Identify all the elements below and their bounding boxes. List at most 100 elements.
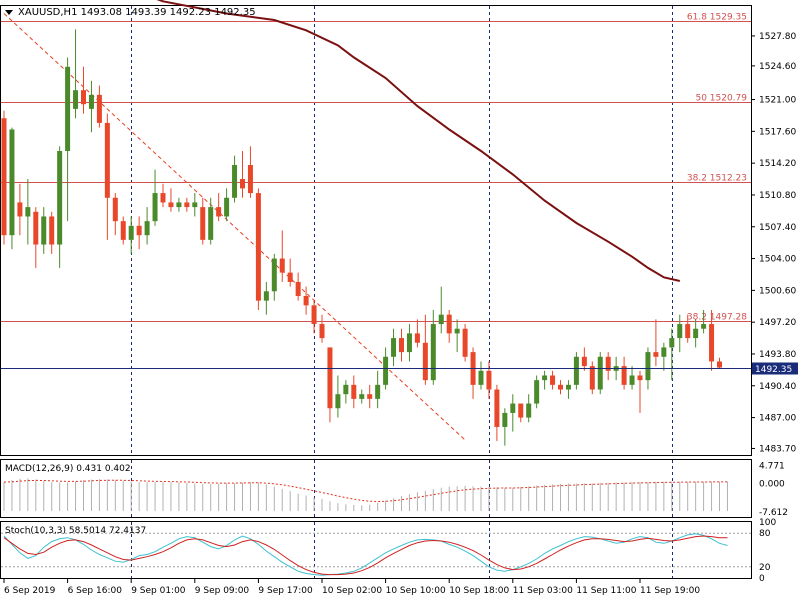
candle-bull (359, 394, 365, 399)
moving-average-line (156, 0, 681, 282)
time-tick-label: 6 Sep 16:00 (68, 586, 123, 596)
time-tick-label: 10 Sep 18:00 (449, 586, 509, 596)
candle-bear (367, 394, 373, 399)
price-tick-label: 1497.20 (759, 318, 796, 328)
candle-bear (216, 207, 222, 217)
triangle-down-icon[interactable] (5, 10, 13, 15)
candle-bull (65, 66, 71, 151)
candle-bull (526, 403, 532, 418)
candle-bull (208, 207, 214, 240)
fib-level-label: 38.2 1512.23 (687, 174, 747, 184)
stoch-tick-label: 20 (759, 563, 771, 573)
candle-bull (9, 129, 15, 236)
candle-bear (685, 324, 691, 339)
fib-level-label: 50 1520.79 (695, 94, 747, 104)
price-tick-label: 1524.60 (759, 62, 796, 72)
candle-bear (33, 211, 39, 245)
candle-bear (446, 314, 452, 334)
candle-bull (534, 380, 540, 404)
candle-bear (637, 375, 643, 381)
candle-bear (319, 324, 325, 339)
candle-bear (17, 202, 23, 217)
candle-bull (661, 347, 667, 357)
chart-title: XAUUSD,H1 1493.08 1493.39 1492.23 1492.3… (18, 7, 256, 18)
price-tick-label: 1514.20 (759, 159, 796, 169)
macd-panel-frame (0, 459, 752, 518)
candle-bear (550, 375, 556, 385)
price-tick-label: 1500.60 (759, 286, 796, 296)
candle-bear (717, 361, 722, 368)
fib-level-label: 38.2 1497.28 (687, 313, 747, 323)
candle-bear (160, 193, 166, 203)
candle-bear (399, 338, 404, 353)
candle-bull (669, 338, 675, 348)
candle-bear (462, 328, 468, 357)
candle-bull (406, 333, 412, 353)
candle-bear (518, 403, 524, 418)
fib-level-label: 61.8 1529.35 (687, 13, 747, 23)
candle-bull (41, 216, 47, 245)
candle-bull (232, 165, 238, 198)
macd-signal-line (3, 479, 728, 503)
candle-bull (375, 384, 381, 399)
candle-bull (478, 370, 484, 385)
candle-bear (311, 305, 317, 325)
candle-bull (383, 356, 389, 385)
trend-line-segment (3, 13, 466, 441)
candle-bear (621, 366, 627, 385)
time-tick-label: 11 Sep 11:00 (576, 586, 636, 596)
candle-bull (629, 375, 635, 385)
price-tick-label: 1507.40 (759, 223, 796, 233)
price-axis: 1527.80 1524.60 1521.00 1517.60 1514.20 1510.… (751, 32, 796, 454)
candle-bull (73, 90, 79, 109)
price-tick-label: 1504.00 (759, 255, 796, 265)
current-price-marker (752, 362, 798, 375)
time-tick-label: 9 Sep 17:00 (258, 586, 313, 596)
candle-bull (542, 375, 548, 381)
moving-average-polyline (156, 0, 681, 282)
macd-tick-label: 4.771 (759, 461, 785, 471)
candle-bear (240, 179, 245, 189)
candle-bull (57, 150, 63, 245)
candle-bear (49, 216, 55, 245)
candle-bull (176, 202, 182, 208)
stoch-label: Stoch(10,3,3) 58.5014 72.4137 (5, 526, 146, 536)
candle-bear (200, 207, 206, 240)
price-tick-label: 1483.70 (759, 444, 796, 454)
current-price-line: 1492.35 (1, 362, 798, 375)
price-tick-label: 1510.80 (759, 191, 796, 201)
stoch-tick-label: 0 (759, 574, 765, 584)
candle-bull (693, 328, 699, 339)
candle-bear (486, 370, 492, 390)
candle-bear (81, 90, 86, 105)
candle-bear (581, 356, 587, 367)
time-tick-label: 10 Sep 10:00 (386, 586, 446, 596)
candle-bear (120, 221, 126, 240)
candle-bull (510, 403, 516, 413)
candle-bear (1, 118, 7, 236)
time-tick-label: 11 Sep 03:00 (513, 586, 573, 596)
candle-bull (224, 197, 230, 217)
time-tick-label: 6 Sep 2019 (4, 586, 56, 596)
candle-bear (184, 202, 190, 208)
stoch-tick-label: 100 (759, 518, 776, 528)
time-axis: 6 Sep 2019 6 Sep 16:00 9 Sep 01:00 9 Sep 09… (3, 579, 700, 596)
fibonacci-levels: 61.8 1529.35 50 1520.79 38.2 1512.23 38.2 1… (1, 13, 751, 323)
candle-bull (88, 94, 94, 109)
price-tick-label: 1487.00 (759, 414, 796, 424)
macd-indicator: 4.771 0.000 -7.612 (3, 461, 788, 518)
candle-bear (96, 94, 102, 123)
price-tick-label: 1490.40 (759, 382, 796, 392)
candle-bull (597, 356, 603, 390)
candle-bull (677, 324, 683, 339)
candle-bull (263, 291, 269, 301)
stoch-panel-frame (0, 521, 752, 579)
candle-bull (25, 207, 31, 217)
current-price-label: 1492.35 (755, 365, 792, 375)
candle-bull (454, 328, 460, 334)
time-tick-label: 9 Sep 01:00 (131, 586, 186, 596)
price-tick-label: 1521.00 (759, 96, 796, 106)
